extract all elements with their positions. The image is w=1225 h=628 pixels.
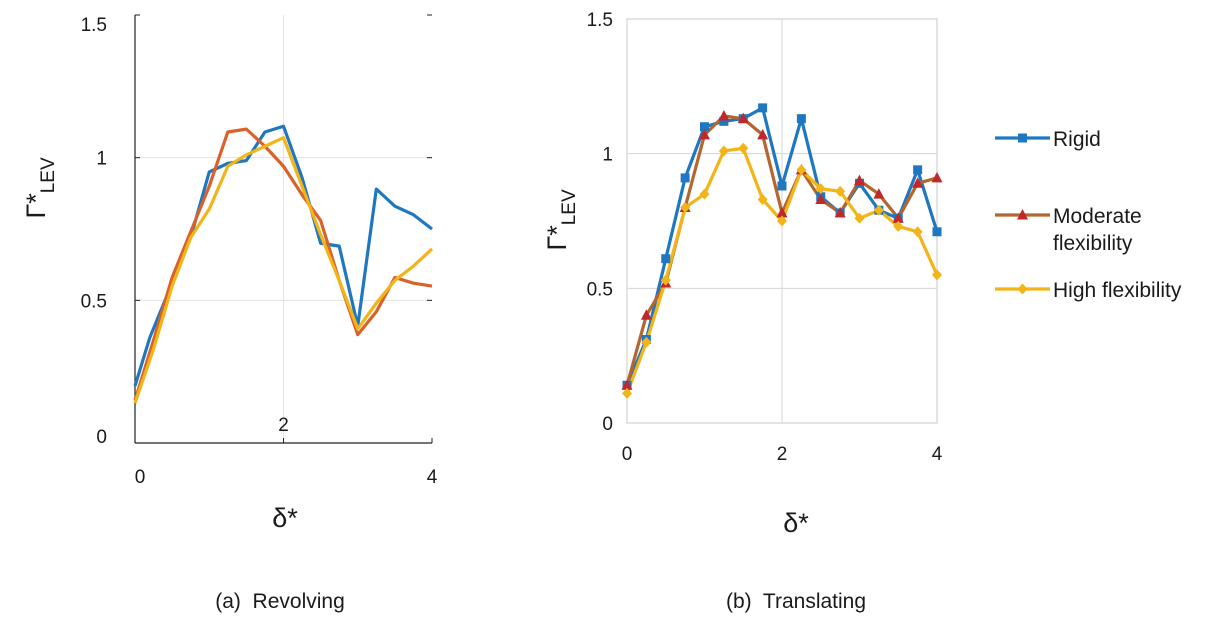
x-tick-label: 0 xyxy=(135,467,146,488)
data-point-high-flexibility xyxy=(854,212,865,224)
legend-label-high-flexibility: High flexibility xyxy=(1053,279,1182,302)
series-line-moderate-flexibility xyxy=(133,127,433,401)
legend-label-moderate-flexibility: flexibility xyxy=(1053,232,1133,255)
data-point-moderate-flexibility xyxy=(776,206,788,218)
data-point-rigid xyxy=(680,173,690,183)
data-point-high-flexibility xyxy=(815,183,826,195)
legend: Rigid Moderate flexibility High flexibility xyxy=(995,128,1182,302)
data-point-moderate-flexibility xyxy=(737,112,749,124)
panel-a-x-ticks: 0 2 4 xyxy=(135,415,438,488)
data-point-high-flexibility xyxy=(641,336,652,348)
data-point-moderate-flexibility xyxy=(834,206,846,218)
y-tick-label: 1 xyxy=(96,149,107,170)
data-point-moderate-flexibility xyxy=(854,174,865,186)
data-point-high-flexibility xyxy=(796,164,807,176)
data-point-rigid xyxy=(913,165,923,175)
panel-b-y-label-sub: LEV xyxy=(559,189,580,225)
y-tick-label: 0.5 xyxy=(587,279,613,300)
panel-b-y-ticks: 0 0.5 1 1.5 xyxy=(587,10,613,435)
panel-translating: 0 2 4 0 0.5 1 1.5 Γ*LEV δ* (b) Translating xyxy=(542,10,943,613)
x-tick-label: 4 xyxy=(427,467,438,488)
legend-marker-rigid xyxy=(1018,133,1027,143)
data-point-moderate-flexibility xyxy=(815,193,827,204)
y-tick-label: 0 xyxy=(602,414,613,435)
data-point-rigid xyxy=(796,114,806,124)
y-tick-label: 1 xyxy=(602,145,613,166)
data-point-rigid xyxy=(932,227,942,237)
panel-a-y-axis-label: Γ*LEV xyxy=(21,157,59,219)
y-tick-label: 0 xyxy=(96,427,107,448)
data-point-moderate-flexibility xyxy=(699,128,710,140)
legend-label-rigid: Rigid xyxy=(1053,128,1101,151)
legend-marker-high-flexibility xyxy=(1017,283,1028,295)
data-point-high-flexibility xyxy=(699,188,710,200)
legend-marker-moderate-flexibility xyxy=(1017,209,1028,220)
panel-b-y-axis-label: Γ*LEV xyxy=(542,189,580,251)
x-tick-label: 2 xyxy=(777,444,788,465)
data-point-moderate-flexibility xyxy=(931,171,943,183)
data-point-high-flexibility xyxy=(660,274,671,286)
data-point-high-flexibility xyxy=(912,226,923,238)
data-point-high-flexibility xyxy=(680,202,691,214)
legend-label-moderate-flexibility: Moderate xyxy=(1053,205,1142,228)
data-point-moderate-flexibility xyxy=(912,177,924,188)
data-point-high-flexibility xyxy=(622,387,632,399)
data-point-moderate-flexibility xyxy=(873,188,885,199)
panel-b-series-markers xyxy=(621,103,943,399)
panel-a-y-label-base: Γ* xyxy=(21,193,51,219)
panel-revolving: 0 2 4 0 0.5 1 1.5 Γ*LEV δ* (a) Revolving xyxy=(21,14,438,613)
panel-a-y-ticks: 0 0.5 1 1.5 xyxy=(81,15,107,448)
data-point-high-flexibility xyxy=(738,142,749,154)
panel-b-gridlines xyxy=(626,18,938,424)
panel-a-x-axis-label: δ* xyxy=(272,503,298,533)
series-line-high-flexibility xyxy=(133,136,434,404)
panel-b-x-axis-label: δ* xyxy=(783,508,809,538)
data-point-moderate-flexibility xyxy=(892,212,904,223)
data-point-high-flexibility xyxy=(718,145,729,157)
data-point-rigid xyxy=(661,254,671,264)
data-point-moderate-flexibility xyxy=(718,109,730,121)
panel-a-axes xyxy=(134,14,433,444)
data-point-high-flexibility xyxy=(835,185,846,197)
data-point-high-flexibility xyxy=(932,269,942,281)
data-point-moderate-flexibility xyxy=(621,379,633,390)
panel-a-y-label-sub: LEV xyxy=(38,157,59,193)
panel-a-gridlines xyxy=(135,15,432,443)
data-point-rigid xyxy=(758,103,768,113)
y-tick-label: 1.5 xyxy=(81,15,107,36)
panel-b-caption: (b) Translating xyxy=(726,590,866,613)
x-tick-label: 0 xyxy=(622,444,633,465)
panel-a-caption: (a) Revolving xyxy=(215,590,345,613)
y-tick-label: 0.5 xyxy=(81,291,107,312)
panel-b-y-label-base: Γ* xyxy=(542,225,572,251)
x-tick-label: 4 xyxy=(932,444,943,465)
data-point-moderate-flexibility xyxy=(757,128,769,140)
y-tick-label: 1.5 xyxy=(587,10,613,31)
x-tick-label: 2 xyxy=(278,415,289,436)
data-point-rigid xyxy=(700,122,709,132)
data-point-high-flexibility xyxy=(893,220,904,232)
data-point-moderate-flexibility xyxy=(640,309,652,320)
data-point-high-flexibility xyxy=(757,193,768,205)
data-point-high-flexibility xyxy=(873,204,884,216)
panel-a-series-lines xyxy=(133,124,434,404)
panel-b-x-ticks: 0 2 4 xyxy=(622,444,943,465)
data-point-rigid xyxy=(719,116,729,126)
data-point-rigid xyxy=(777,181,787,191)
data-point-high-flexibility xyxy=(777,215,787,227)
